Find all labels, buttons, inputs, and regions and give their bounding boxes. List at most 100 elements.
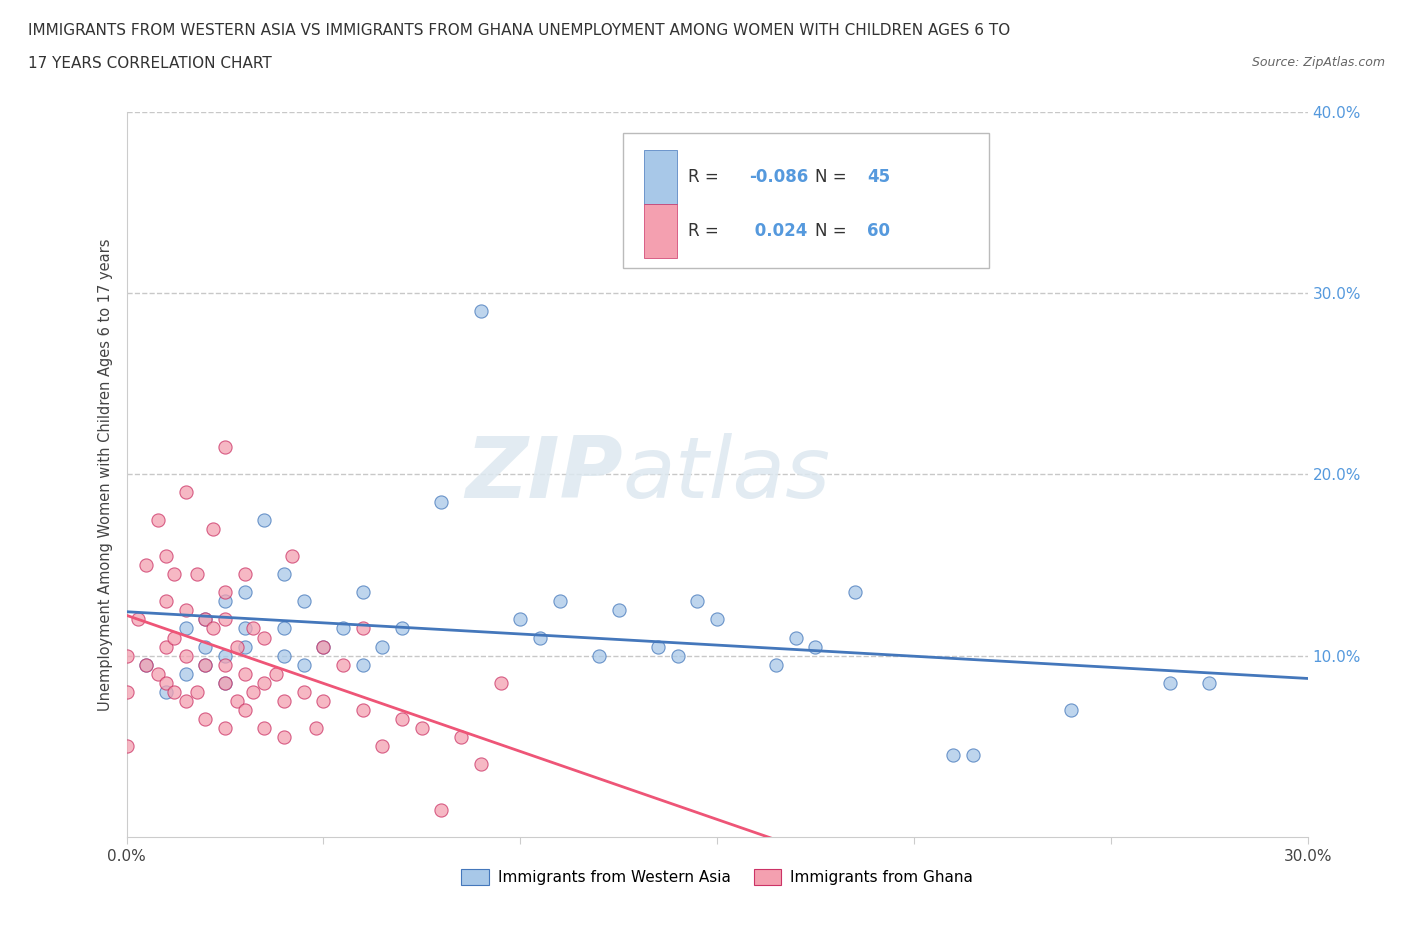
Point xyxy=(186,684,208,699)
Point xyxy=(253,512,276,527)
Point xyxy=(1060,703,1083,718)
Point xyxy=(588,648,610,663)
Text: R =: R = xyxy=(688,222,718,240)
Point xyxy=(155,594,177,609)
Text: 45: 45 xyxy=(868,168,890,186)
Text: 60: 60 xyxy=(868,222,890,240)
Point xyxy=(804,639,827,654)
Point xyxy=(352,585,374,600)
Point xyxy=(470,757,492,772)
Point xyxy=(115,738,138,753)
Point xyxy=(242,621,264,636)
Point xyxy=(607,603,630,618)
Point xyxy=(202,621,225,636)
Point xyxy=(1159,675,1181,690)
Point xyxy=(686,594,709,609)
Point xyxy=(174,485,197,500)
Point xyxy=(194,639,217,654)
Point xyxy=(214,658,236,672)
Point xyxy=(135,558,157,573)
FancyBboxPatch shape xyxy=(644,204,676,259)
Point xyxy=(312,639,335,654)
Point xyxy=(273,694,295,709)
Point xyxy=(135,658,157,672)
Point xyxy=(292,658,315,672)
Point xyxy=(647,639,669,654)
Point xyxy=(225,694,247,709)
Point xyxy=(332,621,354,636)
Text: N =: N = xyxy=(815,222,846,240)
Point xyxy=(155,549,177,564)
Point xyxy=(785,631,807,645)
Point xyxy=(292,594,315,609)
Point xyxy=(155,684,177,699)
Text: ZIP: ZIP xyxy=(465,432,623,516)
Point xyxy=(253,721,276,736)
Text: 17 YEARS CORRELATION CHART: 17 YEARS CORRELATION CHART xyxy=(28,56,271,71)
Point xyxy=(292,684,315,699)
Point xyxy=(666,648,689,663)
Point xyxy=(509,612,531,627)
Text: -0.086: -0.086 xyxy=(749,168,808,186)
Point xyxy=(194,612,217,627)
Point xyxy=(253,675,276,690)
Point xyxy=(214,594,236,609)
Point xyxy=(115,648,138,663)
Point xyxy=(765,658,787,672)
Point xyxy=(233,703,256,718)
Point xyxy=(242,684,264,699)
Point xyxy=(391,621,413,636)
Point xyxy=(214,440,236,455)
Point xyxy=(194,612,217,627)
Text: Source: ZipAtlas.com: Source: ZipAtlas.com xyxy=(1251,56,1385,69)
Text: R =: R = xyxy=(688,168,718,186)
Point xyxy=(233,566,256,581)
Point xyxy=(312,694,335,709)
Point xyxy=(135,658,157,672)
Point xyxy=(194,711,217,726)
Point xyxy=(706,612,728,627)
Text: 0.024: 0.024 xyxy=(749,222,807,240)
Point xyxy=(146,667,169,682)
Point xyxy=(332,658,354,672)
Point xyxy=(214,675,236,690)
Point xyxy=(548,594,571,609)
Point xyxy=(214,612,236,627)
Point xyxy=(430,494,453,509)
Point xyxy=(371,738,394,753)
FancyBboxPatch shape xyxy=(623,133,988,268)
Point xyxy=(352,658,374,672)
Point xyxy=(312,639,335,654)
Point xyxy=(281,549,304,564)
Point xyxy=(844,585,866,600)
Y-axis label: Unemployment Among Women with Children Ages 6 to 17 years: Unemployment Among Women with Children A… xyxy=(98,238,114,711)
Point xyxy=(163,631,186,645)
Point xyxy=(273,566,295,581)
Point xyxy=(411,721,433,736)
Point xyxy=(304,721,326,736)
Point xyxy=(273,730,295,745)
FancyBboxPatch shape xyxy=(644,150,676,204)
Point xyxy=(450,730,472,745)
Point xyxy=(155,639,177,654)
Point xyxy=(352,621,374,636)
Point xyxy=(174,648,197,663)
Point xyxy=(264,667,287,682)
Point xyxy=(214,721,236,736)
Point xyxy=(115,684,138,699)
Point xyxy=(163,566,186,581)
Point xyxy=(163,684,186,699)
Point xyxy=(174,621,197,636)
Point xyxy=(174,603,197,618)
Point xyxy=(214,675,236,690)
Point xyxy=(127,612,149,627)
Point xyxy=(253,631,276,645)
Point xyxy=(146,512,169,527)
Point xyxy=(202,521,225,536)
Text: IMMIGRANTS FROM WESTERN ASIA VS IMMIGRANTS FROM GHANA UNEMPLOYMENT AMONG WOMEN W: IMMIGRANTS FROM WESTERN ASIA VS IMMIGRAN… xyxy=(28,23,1011,38)
Point xyxy=(174,694,197,709)
Point xyxy=(233,667,256,682)
Point xyxy=(273,648,295,663)
Point xyxy=(962,748,984,763)
Point xyxy=(174,667,197,682)
